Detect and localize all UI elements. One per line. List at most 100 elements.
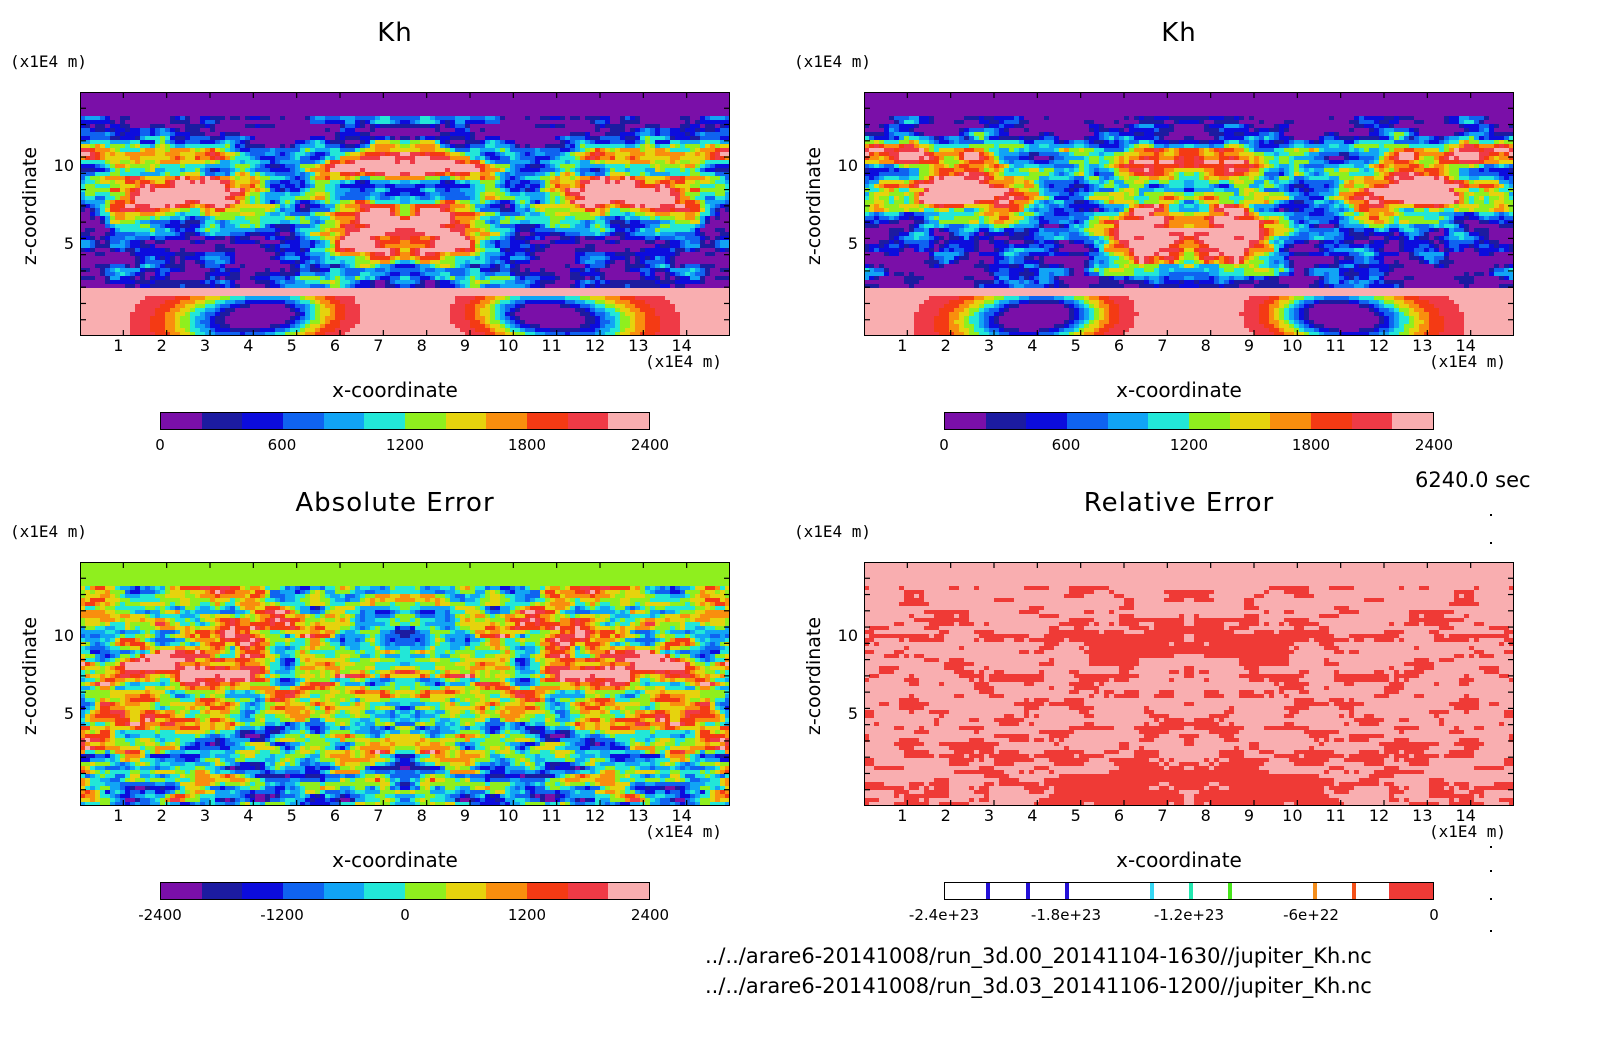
heatmap-cell [235, 96, 241, 101]
heatmap-cell [645, 204, 651, 209]
heatmap-cell [245, 200, 251, 205]
heatmap-cell [315, 140, 321, 145]
heatmap-cell [705, 200, 711, 205]
heatmap-cell [310, 208, 316, 213]
heatmap-cell [610, 220, 616, 225]
heatmap-cell [435, 220, 441, 225]
heatmap-cell [175, 100, 181, 105]
heatmap-cell [425, 96, 431, 101]
heatmap-cell [570, 192, 576, 197]
heatmap-cell [435, 228, 441, 233]
heatmap-cell [695, 232, 701, 237]
heatmap-cell [390, 124, 396, 129]
heatmap-cell [615, 164, 621, 169]
heatmap-cell [195, 120, 201, 125]
heatmap-cell [80, 208, 86, 213]
heatmap-cell [185, 116, 191, 121]
heatmap-cell [500, 168, 506, 173]
heatmap-cell [675, 104, 681, 109]
heatmap-cell [345, 132, 351, 137]
heatmap-cell [680, 172, 686, 177]
heatmap-cell [200, 216, 206, 221]
heatmap-cell [660, 208, 666, 213]
heatmap-cell [465, 164, 471, 169]
heatmap-cell [220, 204, 226, 209]
heatmap-cell [240, 140, 246, 145]
heatmap-cell [560, 136, 566, 141]
heatmap-cell [240, 172, 246, 177]
heatmap-cell [460, 116, 466, 121]
heatmap-cell [235, 196, 241, 201]
heatmap-cell [410, 232, 416, 237]
heatmap-cell [210, 144, 216, 149]
heatmap-cell [655, 156, 661, 161]
heatmap-cell [260, 220, 266, 225]
heatmap-cell [625, 164, 631, 169]
heatmap-cell [245, 204, 251, 209]
heatmap-cell [225, 216, 231, 221]
heatmap-cell [530, 168, 536, 173]
heatmap-cell [510, 140, 516, 145]
heatmap-cell [80, 136, 86, 141]
heatmap-cell [550, 164, 556, 169]
heatmap-cell [105, 100, 111, 105]
heatmap-cell [210, 232, 216, 237]
heatmap-cell [205, 244, 211, 249]
heatmap-cell [530, 120, 536, 125]
heatmap-cell [225, 220, 231, 225]
heatmap-cell [645, 128, 651, 133]
heatmap-cell [185, 112, 191, 117]
heatmap-cell [510, 168, 516, 173]
heatmap-cell [235, 240, 241, 245]
heatmap-cell [170, 92, 176, 97]
heatmap-cell [270, 100, 276, 105]
heatmap-cell [515, 196, 521, 201]
heatmap-cell [470, 140, 476, 145]
heatmap-cell [130, 212, 136, 217]
heatmap-cell [660, 196, 666, 201]
heatmap-cell [375, 212, 381, 217]
heatmap-cell [595, 196, 601, 201]
heatmap-cell [375, 108, 381, 113]
heatmap-cell [515, 156, 521, 161]
heatmap-cell [545, 100, 551, 105]
heatmap-cell [415, 96, 421, 101]
heatmap-cell [480, 128, 486, 133]
heatmap-cell [370, 168, 376, 173]
heatmap-cell [385, 236, 391, 241]
heatmap-cell [120, 156, 126, 161]
heatmap-cell [600, 228, 606, 233]
heatmap-cell [445, 208, 451, 213]
heatmap-cell [615, 196, 621, 201]
heatmap-cell [205, 100, 211, 105]
heatmap-cell [290, 108, 296, 113]
heatmap-cell [305, 128, 311, 133]
heatmap-cell [600, 120, 606, 125]
heatmap-cell [725, 148, 730, 153]
heatmap-cell [265, 104, 271, 109]
heatmap-cell [80, 160, 86, 165]
heatmap-cell [150, 176, 156, 181]
heatmap-cell [530, 124, 536, 129]
heatmap-cell [175, 212, 181, 217]
heatmap-cell [125, 176, 131, 181]
heatmap-cell [575, 148, 581, 153]
heatmap-cell [460, 204, 466, 209]
heatmap-cell [605, 232, 611, 237]
heatmap-cell [530, 188, 536, 193]
heatmap-cell [425, 232, 431, 237]
heatmap-cell [285, 184, 291, 189]
heatmap-cell [340, 92, 346, 97]
heatmap-cell [600, 132, 606, 137]
heatmap-cell [305, 184, 311, 189]
heatmap-cell [450, 132, 456, 137]
heatmap-cell [320, 216, 326, 221]
heatmap-cell [635, 104, 641, 109]
heatmap-cell [230, 160, 236, 165]
heatmap-cell [360, 240, 366, 245]
heatmap-cell [230, 156, 236, 161]
heatmap-cell [510, 240, 516, 245]
heatmap-cell [240, 180, 246, 185]
heatmap-cell [640, 104, 646, 109]
heatmap-cell [485, 148, 491, 153]
